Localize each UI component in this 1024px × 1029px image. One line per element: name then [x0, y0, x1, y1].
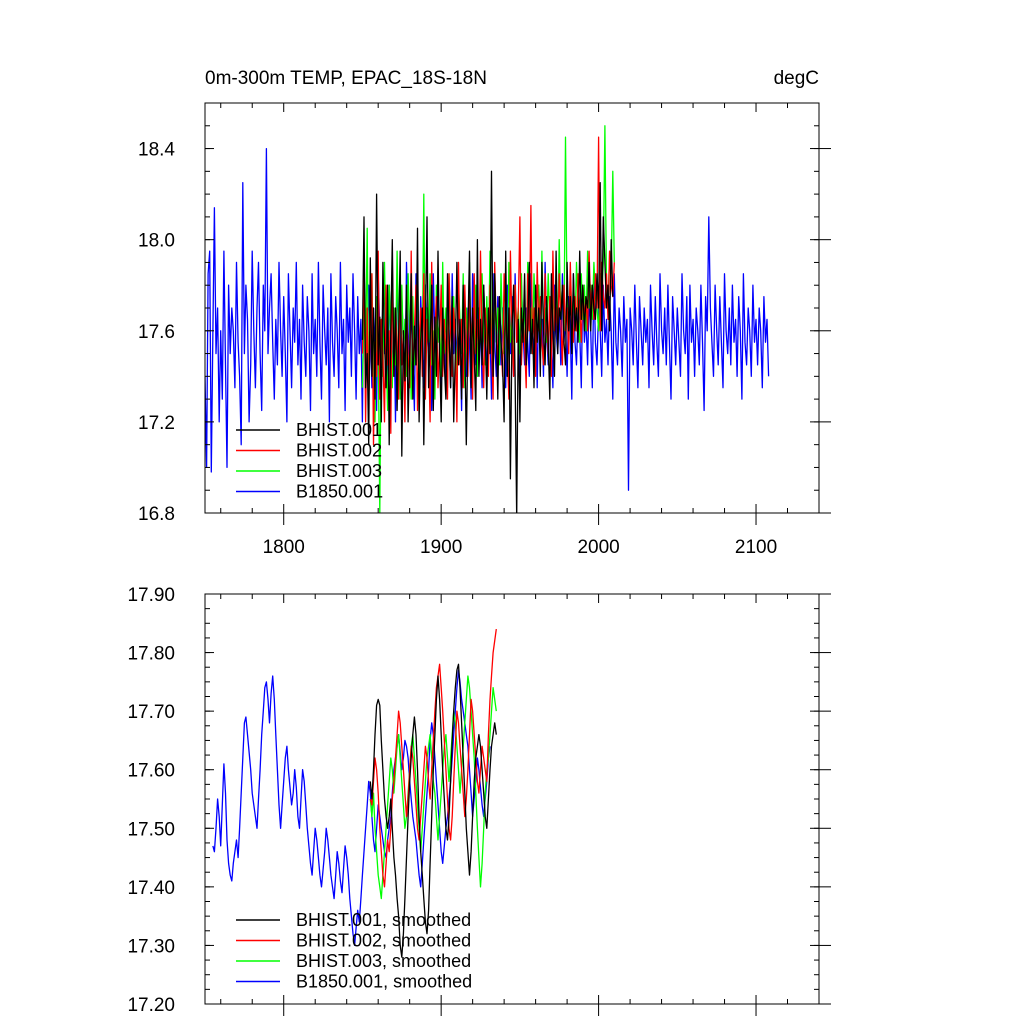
y-tick-label: 18.0 [138, 231, 175, 252]
x-tick-label: 2000 [577, 537, 619, 558]
legend-label: BHIST.001, smoothed [296, 910, 471, 930]
x-tick-label: 1800 [263, 537, 305, 558]
top-chart-title: 0m-300m TEMP, EPAC_18S-18N [205, 68, 487, 89]
series-line-bhist-001 [361, 170, 614, 513]
y-tick-label: 17.60 [127, 761, 175, 782]
legend-label: BHIST.002, smoothed [296, 931, 471, 951]
y-tick-label: 17.40 [127, 878, 175, 899]
y-tick-label: 17.70 [127, 702, 175, 723]
y-tick-label: 16.8 [138, 504, 175, 525]
y-tick-label: 17.80 [127, 644, 175, 665]
y-tick-label: 17.90 [127, 585, 175, 606]
x-tick-label: 2100 [735, 537, 777, 558]
y-tick-label: 17.2 [138, 413, 175, 434]
legend-label: BHIST.003 [296, 461, 382, 481]
bottom-axis-ticks: 17.20 17.30 17.40 17.50 17.60 17.70 17.80 17.90 [127, 585, 831, 1016]
y-tick-label: 17.30 [127, 936, 175, 957]
legend-label: BHIST.002 [296, 441, 382, 461]
x-tick-label: 1900 [420, 537, 462, 558]
legend-label: BHIST.003, smoothed [296, 951, 471, 971]
legend-label: B1850.001 [296, 482, 383, 502]
top-axis-ticks: 1800 1900 2000 2100 16.8 17.2 17.6 18.0 18.4 [138, 102, 831, 558]
series-line-bhist-001-smoothed [369, 663, 497, 958]
legend-label: B1850.001, smoothed [296, 972, 472, 992]
top-chart-units: degC [774, 68, 819, 89]
y-tick-label: 17.50 [127, 819, 175, 840]
y-tick-label: 18.4 [138, 140, 175, 161]
bottom-series-group [212, 629, 497, 958]
y-tick-label: 17.20 [127, 995, 175, 1016]
y-tick-label: 17.6 [138, 322, 175, 343]
top-series-group [205, 125, 770, 513]
series-line-b1850-001-smoothed [212, 669, 491, 947]
legend-label: BHIST.001 [296, 420, 382, 440]
